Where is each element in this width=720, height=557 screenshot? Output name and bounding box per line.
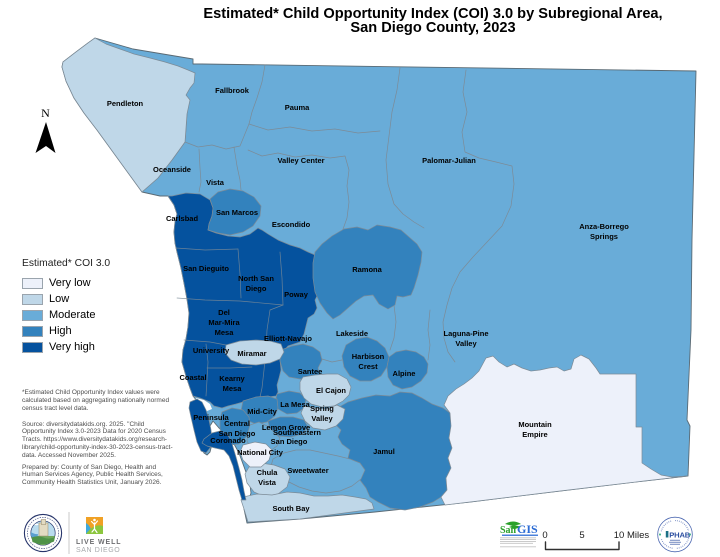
svg-text:Mar-Mira: Mar-Mira <box>208 318 240 327</box>
svg-text:Poway: Poway <box>284 290 309 299</box>
svg-text:Crest: Crest <box>358 362 378 371</box>
svg-text:Carlsbad: Carlsbad <box>166 214 199 223</box>
svg-text:5: 5 <box>579 530 584 541</box>
svg-text:Valley: Valley <box>455 339 477 348</box>
svg-text:San Diego: San Diego <box>219 429 256 438</box>
svg-text:Central: Central <box>224 419 250 428</box>
svg-text:University: University <box>193 346 230 355</box>
svg-text:Harbison: Harbison <box>352 352 385 361</box>
svg-text:San Dieguito: San Dieguito <box>183 264 229 273</box>
svg-text:Springs: Springs <box>590 232 618 241</box>
svg-text:Mountain: Mountain <box>518 420 552 429</box>
svg-text:Miramar: Miramar <box>237 349 266 358</box>
svg-text:Peninsula: Peninsula <box>193 413 229 422</box>
svg-text:El Cajon: El Cajon <box>316 386 346 395</box>
svg-text:Coronado: Coronado <box>210 436 246 445</box>
svg-text:GIS: GIS <box>517 522 538 536</box>
svg-text:Mesa: Mesa <box>223 384 243 393</box>
svg-text:Del: Del <box>218 308 230 317</box>
svg-text:San Marcos: San Marcos <box>216 208 258 217</box>
svg-text:Santee: Santee <box>298 367 323 376</box>
svg-text:Vista: Vista <box>206 178 225 187</box>
svg-text:Anza-Borrego: Anza-Borrego <box>579 222 629 231</box>
svg-text:Mesa: Mesa <box>215 328 235 337</box>
svg-text:Escondido: Escondido <box>272 220 311 229</box>
svg-text:Diego: Diego <box>246 284 267 293</box>
svg-text:Laguna-Pine: Laguna-Pine <box>443 329 488 338</box>
svg-text:Jamul: Jamul <box>373 447 395 456</box>
svg-text:PHAB: PHAB <box>669 530 690 539</box>
svg-text:N: N <box>41 106 50 120</box>
svg-text:South Bay: South Bay <box>272 504 310 513</box>
svg-text:Lakeside: Lakeside <box>336 329 368 338</box>
svg-text:San Diego: San Diego <box>271 437 308 446</box>
svg-text:Sweetwater: Sweetwater <box>287 466 328 475</box>
svg-text:Elliott-Navajo: Elliott-Navajo <box>264 334 312 343</box>
svg-text:Chula: Chula <box>257 468 279 477</box>
svg-text:Oceanside: Oceanside <box>153 165 191 174</box>
svg-text:La Mesa: La Mesa <box>280 400 310 409</box>
svg-text:National City: National City <box>237 448 284 457</box>
svg-text:Pauma: Pauma <box>285 103 310 112</box>
svg-text:San: San <box>500 525 517 536</box>
svg-text:Southeastern: Southeastern <box>273 428 321 437</box>
svg-text:10: 10 <box>614 530 625 541</box>
svg-text:Coastal: Coastal <box>179 373 206 382</box>
svg-text:North San: North San <box>238 274 274 283</box>
svg-text:Ramona: Ramona <box>352 265 382 274</box>
svg-text:0: 0 <box>542 530 547 541</box>
svg-text:Miles: Miles <box>627 530 649 541</box>
svg-text:Alpine: Alpine <box>393 369 416 378</box>
svg-text:Spring: Spring <box>310 404 334 413</box>
svg-text:Empire: Empire <box>522 430 547 439</box>
svg-text:Vista: Vista <box>258 478 277 487</box>
svg-text:Kearny: Kearny <box>219 374 245 383</box>
svg-text:Pendleton: Pendleton <box>107 99 144 108</box>
svg-text:Valley: Valley <box>311 414 333 423</box>
svg-text:LIVE WELL: LIVE WELL <box>76 539 121 546</box>
svg-text:Palomar-Julian: Palomar-Julian <box>422 156 476 165</box>
svg-text:Lemon Grove: Lemon Grove <box>262 423 310 432</box>
svg-text:Mid-City: Mid-City <box>247 407 277 416</box>
svg-text:SAN DIEGO: SAN DIEGO <box>76 547 120 554</box>
svg-text:Valley Center: Valley Center <box>277 156 324 165</box>
svg-text:Fallbrook: Fallbrook <box>215 86 250 95</box>
